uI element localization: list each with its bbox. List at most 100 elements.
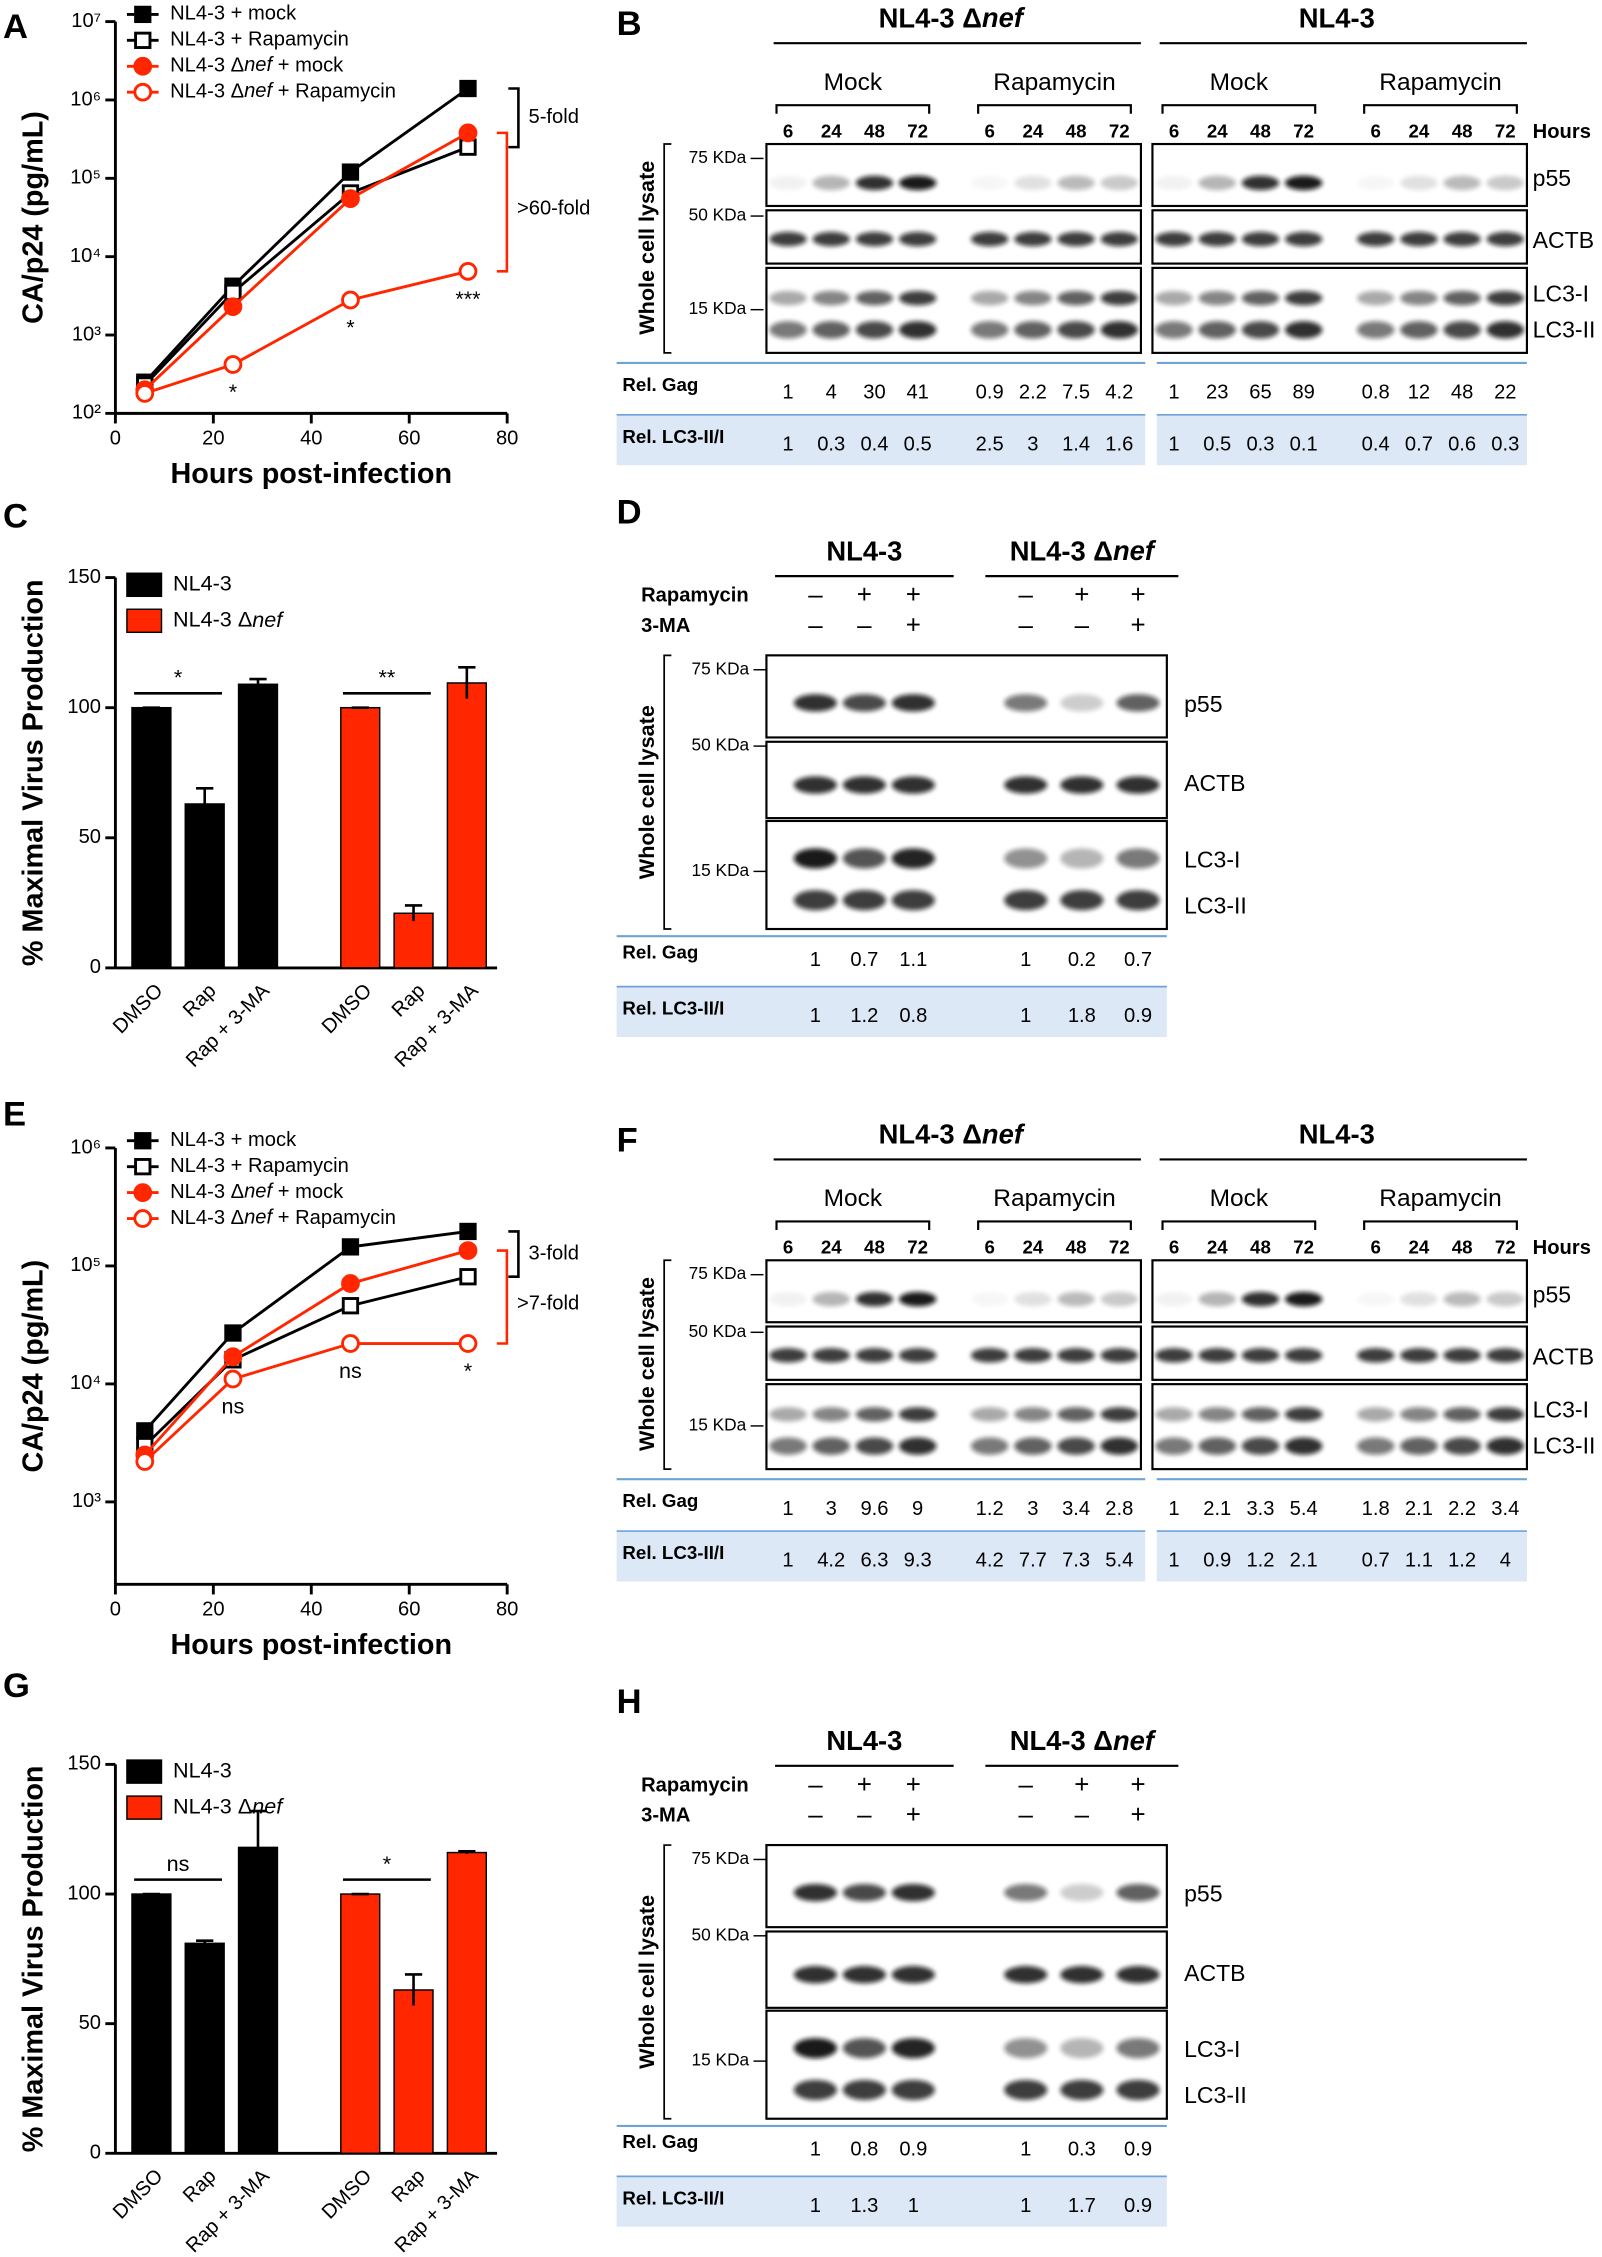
side-label: Whole cell lysate: [634, 705, 659, 879]
x-tick-label: 60: [398, 428, 420, 450]
quant-value: 3: [826, 1498, 837, 1520]
blot-box: [765, 209, 1142, 265]
bar: [131, 1893, 172, 2155]
italic-text: nef: [244, 1181, 274, 1203]
significance-label: *: [229, 379, 238, 404]
blot-band: [1057, 1348, 1095, 1363]
marker-label: 15 KDa: [689, 1414, 747, 1434]
blot-band: [1198, 290, 1236, 306]
blot-band: [970, 321, 1009, 339]
quant-value: 65: [1249, 382, 1271, 404]
condition-label: Mock: [824, 1185, 883, 1212]
treatment-label: Rapamycin: [641, 585, 749, 607]
treatment-sign: –: [857, 611, 872, 639]
hour-label: 48: [1452, 120, 1473, 141]
quant-value: 1: [1020, 2139, 1031, 2161]
marker: [135, 1452, 155, 1471]
marker: [133, 56, 153, 76]
blot-band: [1284, 1407, 1323, 1422]
blot-band: [1057, 290, 1095, 306]
blot-band: [1100, 321, 1139, 339]
blot-band: [891, 890, 935, 911]
blot-band: [1060, 2079, 1104, 2101]
quant-value: 0.9: [976, 382, 1004, 404]
hour-label: 24: [1022, 120, 1043, 141]
marker: [223, 355, 243, 374]
marker: [341, 1274, 360, 1293]
marker: [341, 163, 360, 181]
y-axis-label: CA/p24 (pg/mL): [17, 111, 49, 324]
y-axis-label: % Maximal Virus Production: [17, 579, 49, 966]
blot-band: [1486, 290, 1525, 306]
blot-band: [1116, 2038, 1160, 2059]
quant-value: 1.6: [1105, 433, 1133, 455]
blot-band: [1400, 1437, 1438, 1455]
quant-value: 0.7: [1362, 1550, 1390, 1572]
blot-band: [1198, 1407, 1236, 1422]
marker-label: 75 KDa: [692, 658, 750, 678]
bar: [446, 1851, 488, 2155]
blot-band: [898, 1291, 937, 1307]
quant-value: 2.2: [1019, 382, 1047, 404]
quant-value: 0.3: [1068, 2139, 1096, 2161]
quant-label: Rel. Gag: [622, 941, 698, 962]
significance-label: *: [346, 314, 355, 339]
quant-value: 5.4: [1105, 1550, 1133, 1572]
legend-label: NL4-3 Δnef: [173, 606, 284, 631]
band-label: ACTB: [1533, 1343, 1594, 1369]
marker-label: 50 KDa: [689, 1321, 747, 1341]
blot-band: [970, 1348, 1009, 1363]
blot-band: [1014, 321, 1052, 339]
blot-band: [1004, 848, 1048, 869]
hour-label: 48: [1452, 1237, 1473, 1258]
blot-band: [1116, 1883, 1160, 1902]
blot-band: [1014, 1407, 1052, 1422]
quant-row-bg: [616, 414, 1146, 466]
italic-text: nef: [982, 1119, 1026, 1150]
blot-box: [1151, 142, 1529, 208]
quant-value: 0.8: [850, 2139, 878, 2161]
quant-row-bg: [616, 1531, 1146, 1582]
legend-label: NL4-3: [173, 570, 232, 595]
blot-band: [970, 290, 1009, 306]
quant-value: 0.7: [850, 949, 878, 971]
panel-letter: F: [617, 1121, 638, 1159]
blot-band: [1060, 1966, 1104, 1984]
series-line: [143, 145, 469, 387]
quant-value: 1: [1020, 1005, 1031, 1027]
blot-band: [1357, 176, 1394, 190]
hour-label: 24: [821, 1237, 842, 1258]
quant-value: 4: [1500, 1550, 1511, 1572]
condition-label: Mock: [824, 69, 883, 96]
quant-value: 0.9: [1124, 1005, 1152, 1027]
blot-band: [1100, 1437, 1139, 1455]
quant-row-bg: [616, 2176, 1167, 2227]
significance-label: ***: [455, 286, 481, 311]
side-bracket: [663, 1259, 672, 1471]
y-tick-label: 10²: [72, 402, 101, 424]
blot-band: [1014, 175, 1052, 191]
blot-box: [765, 1325, 1142, 1381]
quant-value: 1: [810, 2195, 821, 2217]
blot-band: [971, 1292, 1008, 1306]
blot-box: [765, 819, 1168, 931]
blot-band: [855, 1407, 894, 1422]
side-label: Whole cell lysate: [634, 1277, 659, 1451]
marker: [135, 384, 155, 403]
blot-band: [1155, 1437, 1193, 1455]
marker-label: 15 KDa: [692, 2050, 750, 2070]
blot-box: [765, 2009, 1168, 2120]
blot-band: [1241, 231, 1280, 247]
blot-band: [1241, 290, 1280, 306]
x-tick-label: 40: [300, 428, 322, 450]
treatment-sign: +: [1130, 1801, 1145, 1829]
hour-label: 6: [783, 120, 793, 141]
quant-value: 3.3: [1246, 1498, 1274, 1520]
blot-band: [793, 890, 838, 911]
group-title: NL4-3: [1299, 1119, 1375, 1150]
blot-band: [793, 1883, 838, 1902]
quant-value: 3: [1027, 1498, 1038, 1520]
quant-value: 1.8: [1362, 1498, 1390, 1520]
blot-band: [769, 290, 807, 306]
